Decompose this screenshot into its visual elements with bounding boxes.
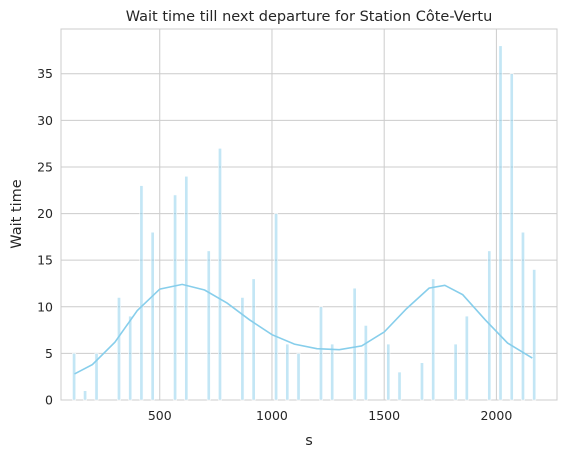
histogram-bar: [94, 353, 99, 401]
grid-lines: [61, 29, 557, 401]
y-tick-label: 5: [45, 346, 53, 361]
histogram-bar: [532, 269, 537, 401]
x-tick-label: 1500: [368, 408, 400, 423]
y-tick-labels: 0 5 10 15 20 25 30 35: [37, 66, 53, 407]
histogram-bar: [453, 343, 458, 401]
histogram-bar: [363, 325, 368, 401]
histogram-bar: [420, 362, 424, 401]
x-tick-label: 500: [148, 408, 172, 423]
histogram-bar: [330, 343, 335, 401]
y-tick-label: 30: [37, 113, 53, 128]
histogram-bar: [218, 148, 222, 401]
histogram-bar: [521, 231, 525, 401]
histogram-bar: [498, 45, 503, 401]
x-axis-title: s: [305, 433, 313, 449]
histogram-bar: [72, 353, 77, 401]
histogram-bar: [397, 371, 402, 401]
histogram-bar: [464, 315, 469, 401]
histogram-bar: [509, 73, 514, 401]
histogram-bar: [150, 231, 155, 401]
histogram-bar: [139, 185, 144, 401]
histogram-bar: [386, 343, 391, 401]
y-tick-label: 10: [37, 299, 53, 314]
y-tick-label: 0: [45, 393, 53, 408]
x-tick-label: 1000: [256, 408, 288, 423]
y-tick-label: 15: [37, 253, 53, 268]
histogram-bar: [352, 287, 357, 401]
y-tick-label: 35: [37, 66, 53, 81]
histogram-bar: [206, 250, 211, 401]
plot-area: [60, 28, 558, 401]
histogram-bar: [285, 343, 290, 401]
histogram-bar: [319, 306, 323, 401]
y-tick-label: 20: [37, 206, 53, 221]
histogram-bar: [173, 194, 178, 401]
histogram-bar: [128, 315, 133, 401]
histogram-bar: [431, 278, 436, 401]
bars-group: [72, 45, 537, 401]
y-axis-title: Wait time: [9, 179, 25, 248]
chart-title: Wait time till next departure for Statio…: [126, 9, 493, 25]
y-tick-label: 25: [37, 159, 53, 174]
histogram-bar: [274, 213, 279, 401]
x-tick-label: 2000: [480, 408, 512, 423]
histogram-bar: [83, 390, 88, 401]
histogram-bar: [184, 175, 189, 401]
histogram-bar: [117, 297, 121, 401]
histogram-bar: [251, 278, 256, 401]
histogram-bar: [240, 297, 245, 401]
histogram-bar: [296, 353, 301, 401]
kde-curve: [74, 283, 533, 375]
x-tick-labels: 500 1000 1500 2000: [148, 408, 513, 423]
